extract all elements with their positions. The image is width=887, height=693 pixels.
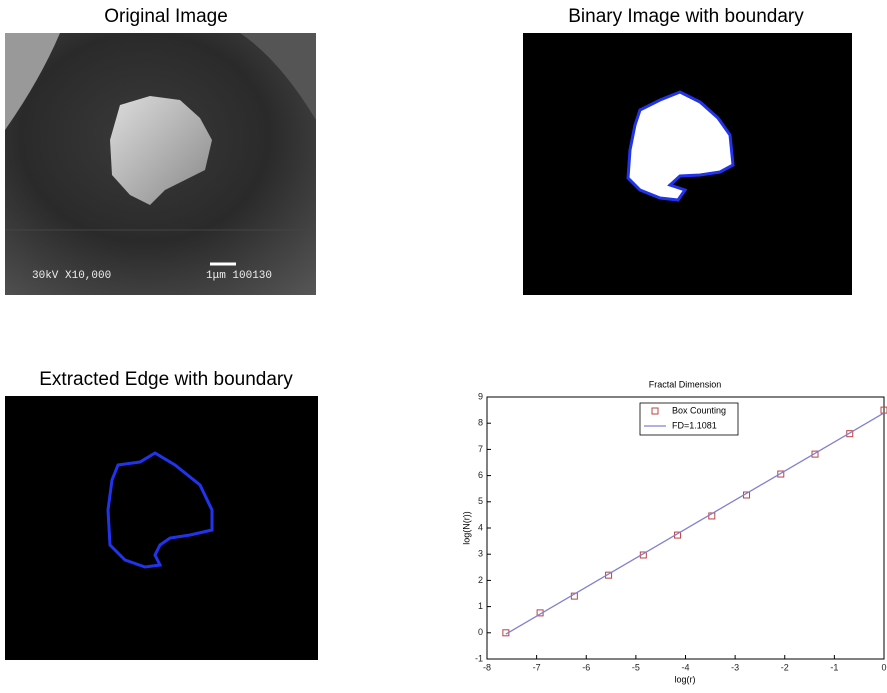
edge-image	[5, 396, 318, 660]
x-tick-label: -3	[731, 662, 739, 672]
y-tick-label: 4	[478, 522, 483, 532]
x-tick-label: -1	[830, 662, 838, 672]
panel-title: Binary Image with boundary	[568, 6, 804, 27]
legend-label: FD=1.1081	[672, 420, 717, 430]
binary-image	[523, 33, 852, 295]
original-image: 30kV X10,000 1μm 100130	[5, 33, 316, 295]
plot-area	[487, 397, 884, 659]
x-tick-label: -8	[483, 662, 491, 672]
panel-title: Original Image	[104, 6, 228, 27]
y-tick-label: 5	[478, 496, 483, 506]
y-tick-label: 1	[478, 601, 483, 611]
y-tick-label: 7	[478, 444, 483, 454]
overlay-text: 30kV X10,000	[32, 270, 111, 282]
overlay-text: 1μm 100130	[206, 270, 272, 282]
x-tick-label: -2	[781, 662, 789, 672]
legend-label: Box Counting	[672, 405, 726, 415]
x-tick-label: -6	[582, 662, 590, 672]
panel-title: Extracted Edge with boundary	[39, 369, 293, 390]
x-tick-label: -4	[681, 662, 689, 672]
chart-title: Fractal Dimension	[649, 379, 722, 389]
x-tick-label: 0	[881, 662, 886, 672]
y-tick-label: 8	[478, 418, 483, 428]
y-tick-label: 6	[478, 470, 483, 480]
y-tick-label: 0	[478, 627, 483, 637]
x-tick-label: -5	[632, 662, 640, 672]
chart: Fractal Dimension log(r) log(N(r)) -8 -7 -…	[461, 379, 887, 684]
y-tick-label: -1	[475, 653, 483, 663]
y-tick-label: 9	[478, 391, 483, 401]
y-axis-label: log(N(r))	[461, 511, 471, 545]
y-tick-label: 2	[478, 575, 483, 585]
y-tick-label: 3	[478, 549, 483, 559]
figure: Original Image 30kV X10,000 1μm 100130 B…	[0, 0, 887, 688]
x-tick-label: -7	[533, 662, 541, 672]
x-axis-label: log(r)	[674, 674, 695, 684]
